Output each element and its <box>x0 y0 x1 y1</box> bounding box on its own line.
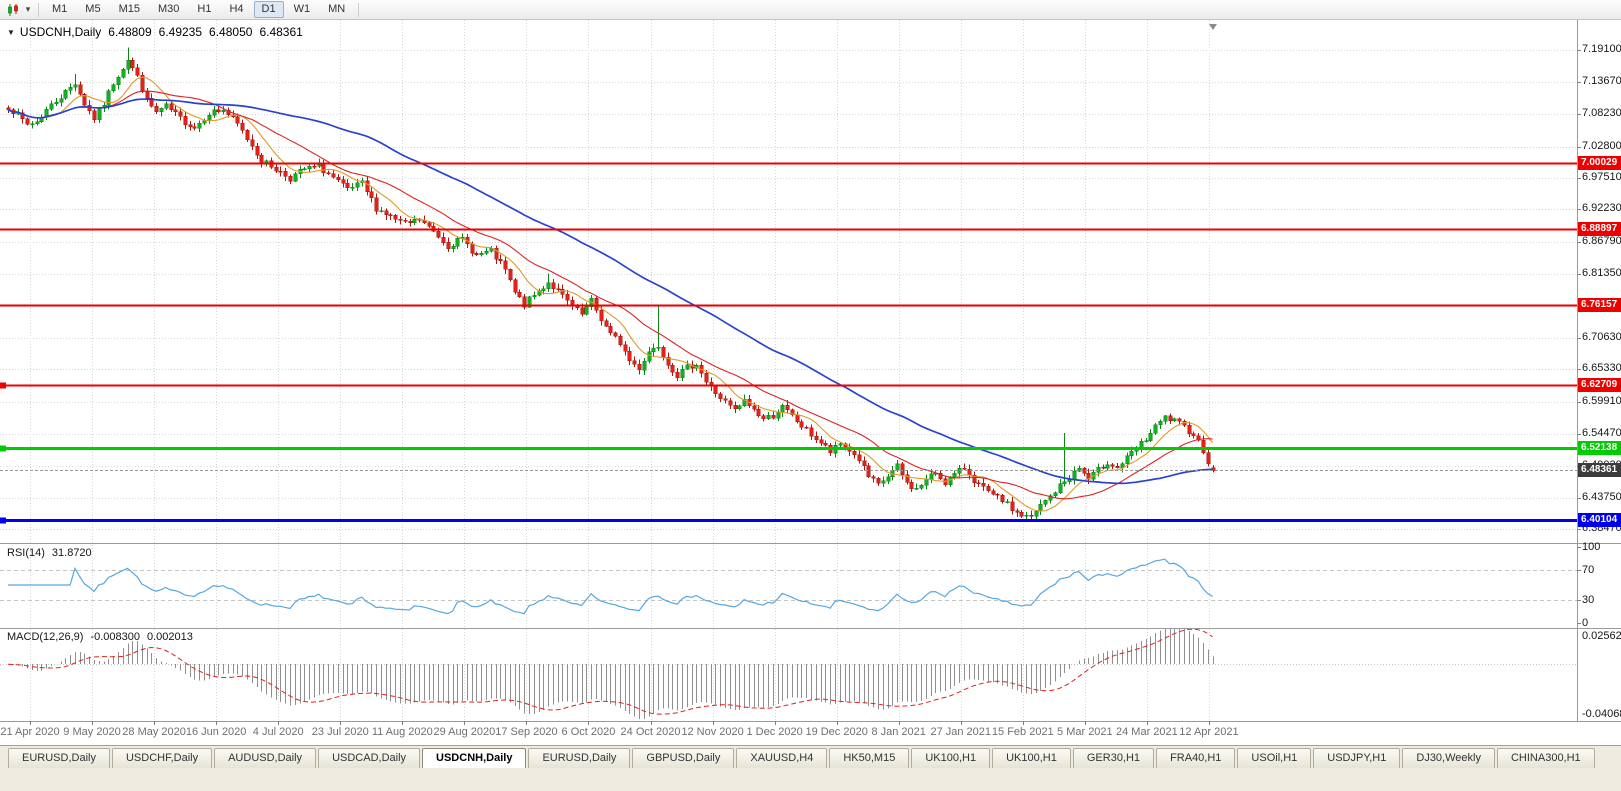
hline-handle-6.62709[interactable] <box>0 382 6 389</box>
hline-handle-6.40104[interactable] <box>0 517 6 524</box>
toolbar-separator <box>358 2 360 17</box>
chart-tab-china300-h1-16[interactable]: CHINA300,H1 <box>1496 748 1595 768</box>
chart-tab-usoil-h1-13[interactable]: USOil,H1 <box>1237 748 1312 768</box>
chart-tab-xauusd-h4-7[interactable]: XAUUSD,H4 <box>736 748 828 768</box>
timeframe-button-m5[interactable]: M5 <box>85 3 101 15</box>
toolbar-separator <box>38 2 39 17</box>
chart-window: ▼ USDCNH,Daily 6.48809 6.49235 6.48050 6… <box>0 20 1621 745</box>
chart-tab-dj30-weekly-15[interactable]: DJ30,Weekly <box>1402 748 1495 768</box>
ma-line-55 <box>7 98 1213 485</box>
timeframe-button-h1[interactable]: H1 <box>197 3 212 15</box>
macd-signal-line <box>7 628 1213 715</box>
timeframe-button-h4[interactable]: H4 <box>229 3 244 15</box>
shift-marker-icon[interactable] <box>1209 24 1217 30</box>
timeframe-button-w1[interactable]: W1 <box>293 3 311 15</box>
ma-line-20 <box>7 90 1213 500</box>
chart-tab-usdcad-daily-3[interactable]: USDCAD,Daily <box>318 748 421 768</box>
chart-tab-usdcnh-daily-4[interactable]: USDCNH,Daily <box>422 748 527 768</box>
ma-line-8 <box>7 76 1214 512</box>
chart-tab-gbpusd-daily-6[interactable]: GBPUSD,Daily <box>632 748 735 768</box>
rsi-levels <box>0 570 1577 601</box>
timeframe-group: M1 M5 M15 M30 H1 H4 D1 W1 MN <box>44 1 353 18</box>
chart-background[interactable] <box>0 20 1621 745</box>
chart-tab-uk100-h1-9[interactable]: UK100,H1 <box>911 748 991 768</box>
rsi-line <box>8 558 1213 615</box>
hline-handle-6.52138[interactable] <box>0 445 6 452</box>
chart-tab-bar: EURUSD,Daily USDCHF,Daily AUDUSD,Daily USDC… <box>0 745 1621 791</box>
candlestick-chart-icon[interactable] <box>4 2 22 18</box>
timeframe-button-mn[interactable]: MN <box>328 3 346 15</box>
chart-tab-uk100-h1-10[interactable]: UK100,H1 <box>992 748 1071 768</box>
chart-tab-eurusd-daily-0[interactable]: EURUSD,Daily <box>8 748 110 768</box>
timeframe-button-m15[interactable]: M15 <box>118 3 140 15</box>
toolbar: ▾ M1 M5 M15 M30 H1 H4 D1 W1 MN <box>0 0 1621 20</box>
chart-tab-usdchf-daily-1[interactable]: USDCHF,Daily <box>111 748 213 768</box>
grid <box>0 20 1577 721</box>
timeframe-button-d1[interactable]: D1 <box>253 1 284 18</box>
chart-tab-fra40-h1-12[interactable]: FRA40,H1 <box>1156 748 1236 768</box>
chart-tab-hk50-m15-8[interactable]: HK50,M15 <box>829 748 910 768</box>
macd-histogram <box>13 629 1214 720</box>
chart-tab-eurusd-daily-5[interactable]: EURUSD,Daily <box>528 748 631 768</box>
dropdown-caret-icon[interactable]: ▾ <box>25 4 31 14</box>
timeframe-button-m1[interactable]: M1 <box>52 3 68 15</box>
chart-tab-audusd-daily-2[interactable]: AUDUSD,Daily <box>214 748 317 768</box>
chart-tab-usdjpy-h1-14[interactable]: USDJPY,H1 <box>1313 748 1401 768</box>
chart-tab-ger30-h1-11[interactable]: GER30,H1 <box>1072 748 1155 768</box>
chart-canvas[interactable] <box>0 20 1621 745</box>
timeframe-button-m30[interactable]: M30 <box>157 3 180 15</box>
